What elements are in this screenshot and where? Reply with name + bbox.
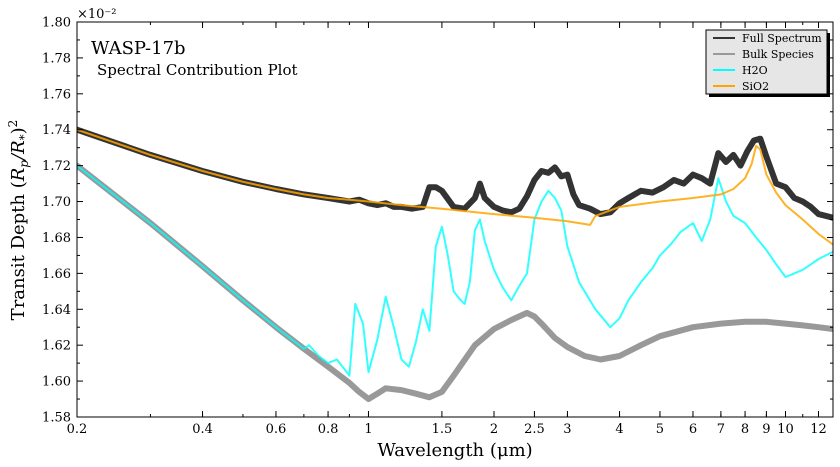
legend-box [705,29,828,95]
y-tick-label: 1.78 [42,51,71,66]
x-tick-label: 7 [717,422,725,437]
chart-title: WASP-17b [91,38,186,59]
y-tick-label: 1.70 [42,195,71,210]
axis-layer: 0.2 0.4 0.6 0.8 1 1.5 2 2.5 3 4 5 6 7 8 9 10 12 1.58 1.60 1… [42,16,834,437]
series-line-h2o [77,164,833,377]
x-tick-label: 1.5 [432,422,453,437]
x-tick-label: 2.5 [524,422,545,437]
y-axis-label: Transit Depth (Rp/R*)2 [6,120,31,321]
legend-items: Full Spectrum Bulk Species H2O SiO2 [713,32,822,93]
x-tick-label: 0.2 [67,422,88,437]
y-tick-label: 1.58 [42,411,71,426]
x-tick-label: 0.8 [318,422,339,437]
x-tick-label: 5 [656,422,664,437]
x-axis-label: Wavelength (μm) [377,440,532,461]
legend-entry: H2O [742,64,768,77]
x-tick-label: 10 [777,422,794,437]
y-tick-label: 1.80 [42,16,71,31]
x-tick-label: 3 [563,422,571,437]
series-line-sio2 [77,128,833,246]
x-tick-label: 8 [741,422,749,437]
x-tick-label: 6 [689,422,697,437]
x-tick-label: 0.6 [266,422,287,437]
y-tick-label: 1.62 [42,339,71,354]
x-tick-label: 9 [762,422,770,437]
y-tick-label: 1.74 [42,123,71,138]
x-tick-label: 0.4 [192,422,213,437]
x-tick-label: 12 [810,422,827,437]
y-tick-label: 1.72 [42,159,71,174]
legend-entry: Full Spectrum [742,32,822,45]
series-layer [77,126,833,402]
y-axis-multiplier: ×10⁻² [77,7,117,22]
legend-entry: SiO2 [742,80,769,93]
y-tick-label: 1.60 [42,375,71,390]
legend: Full Spectrum Bulk Species H2O SiO2 [705,29,830,97]
y-tick-label: 1.76 [42,87,71,102]
y-tick-label: 1.66 [42,267,71,282]
legend-entry: Bulk Species [742,48,814,61]
chart-subtitle: Spectral Contribution Plot [97,61,298,79]
x-tick-label: 1 [364,422,372,437]
x-tick-label: 4 [615,422,623,437]
y-tick-label: 1.68 [42,231,71,246]
x-tick-label: 2 [490,422,498,437]
y-tick-label: 1.64 [42,303,71,318]
series-line-bulk-species [77,162,833,402]
